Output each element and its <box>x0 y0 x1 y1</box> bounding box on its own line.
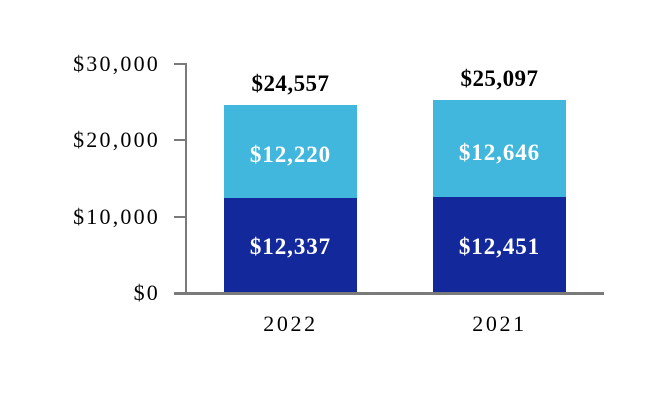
bar-2021-lower-segment: $12,451 <box>433 196 566 292</box>
y-tick-mark <box>174 215 186 218</box>
y-tick-label-30000: $30,000 <box>73 51 160 76</box>
bar-2021-total-label: $25,097 <box>460 66 539 92</box>
y-tick-label-20000: $20,000 <box>73 127 160 153</box>
bar-2021: $25,097 $12,646 $12,451 <box>433 0 566 292</box>
bar-2022-upper-segment: $12,220 <box>224 104 357 198</box>
bar-2022-lower-segment: $12,337 <box>224 197 357 292</box>
bar-2021-upper-segment: $12,646 <box>433 100 566 197</box>
x-axis-line <box>174 292 604 295</box>
y-tick-label-0: $0 <box>133 280 160 305</box>
y-tick-mark <box>174 63 186 65</box>
bar-2022-lower-value-label: $12,337 <box>249 234 332 260</box>
bar-2022-upper-value-label: $12,220 <box>249 142 332 168</box>
x-category-label-2021: 2021 <box>472 311 527 336</box>
bar-2022: $24,557 $12,220 $12,337 <box>224 0 357 292</box>
bar-2022-total-label: $24,557 <box>251 70 330 96</box>
y-tick-label-10000: $10,000 <box>73 203 160 229</box>
y-axis-line <box>185 63 187 293</box>
bar-2021-lower-value-label: $12,451 <box>458 233 541 259</box>
x-category-label-2022: 2022 <box>263 311 318 336</box>
bar-2021-upper-value-label: $12,646 <box>458 139 541 165</box>
y-tick-mark <box>174 139 186 142</box>
